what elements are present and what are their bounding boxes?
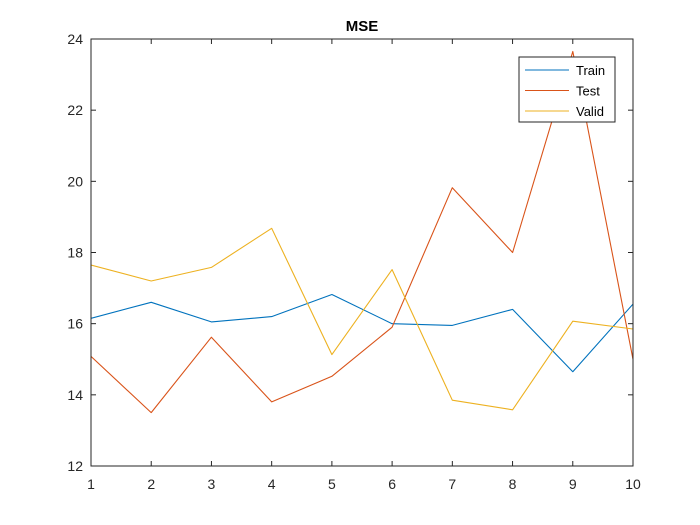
series-line-valid [91,227,633,411]
x-tick-label: 5 [328,476,336,492]
legend-label-valid: Valid [576,104,604,119]
x-tick-label: 2 [147,476,155,492]
x-tick-label: 4 [268,476,276,492]
x-tick-label: 8 [509,476,517,492]
y-tick-label: 20 [67,173,83,189]
legend: Train Test Valid [518,56,616,123]
chart-title: MSE [346,18,379,35]
x-tick-label: 6 [388,476,396,492]
y-tick-label: 16 [67,316,83,332]
y-tick-label: 18 [67,245,83,261]
legend-label-train: Train [576,63,605,78]
x-tick-label: 7 [448,476,456,492]
y-tick-label: 14 [67,387,83,403]
y-tick-label: 22 [67,102,83,118]
x-tick-label: 9 [569,476,577,492]
plot-lines [91,50,633,414]
x-tick-label: 3 [208,476,216,492]
series-line-train [91,293,633,373]
y-tick-label: 12 [67,458,83,474]
series-line-test [91,50,633,414]
x-tick-label: 1 [87,476,95,492]
x-tick-label: 10 [625,476,641,492]
legend-label-test: Test [576,84,600,99]
y-tick-label: 24 [67,31,83,47]
